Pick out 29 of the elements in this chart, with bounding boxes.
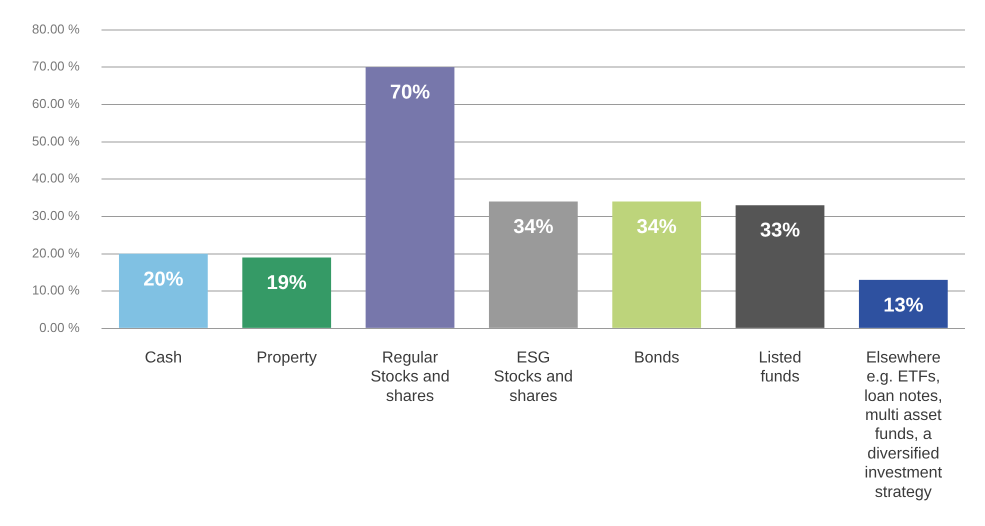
y-tick-label: 40.00 % [32,170,80,186]
data-label: 33% [760,220,800,242]
data-label: 20% [143,268,184,290]
x-tick-label: Bonds [634,349,680,366]
x-tick-label: Regular Stocks and shares [370,349,450,405]
bar [858,280,948,328]
x-tick-label: ESG Stocks and shares [494,349,573,405]
bar [612,201,702,328]
y-tick-label: 30.00 % [32,208,80,224]
x-tick-label: Elsewhere e.g. ETFs, loan notes, multi asset funds, a diversified investment strategy [864,349,943,501]
data-label: 34% [636,216,677,238]
y-tick-label: 10.00 % [32,282,80,298]
y-tick-label: 0.00 % [39,320,80,335]
bar [736,205,824,328]
y-tick-label: 70.00 % [32,58,80,74]
bar [242,257,332,328]
bar [118,254,208,328]
y-tick-label: 80.00 % [32,21,80,36]
x-tick-label: Listed funds [758,349,802,386]
x-tick-label: Property [256,349,317,366]
y-tick-label: 20.00 % [32,245,80,260]
y-tick-label: 60.00 % [32,96,80,112]
y-tick-label: 50.00 % [32,133,80,148]
data-label: 19% [266,272,307,294]
data-label: 34% [513,216,554,238]
bar [366,67,454,328]
data-label: 13% [883,294,924,316]
x-tick-label: Cash [144,349,182,366]
data-label: 70% [390,82,430,104]
